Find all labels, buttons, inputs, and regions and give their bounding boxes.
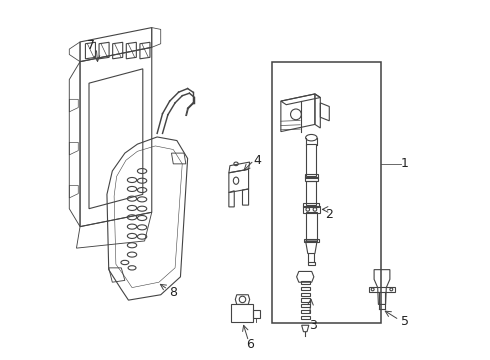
Bar [272, 62, 381, 323]
Bar [300, 298, 310, 302]
Text: 6: 6 [246, 338, 254, 351]
Bar [304, 239, 319, 242]
Bar [308, 262, 315, 265]
Bar [305, 174, 318, 178]
Bar [306, 144, 317, 176]
Bar [300, 310, 310, 313]
Text: 8: 8 [169, 287, 177, 300]
Bar [300, 293, 310, 296]
Bar [305, 177, 318, 181]
Bar [306, 181, 317, 205]
Bar [300, 304, 310, 307]
Text: 2: 2 [325, 208, 333, 221]
Text: 5: 5 [401, 315, 409, 328]
Text: 1: 1 [401, 157, 409, 170]
Bar [300, 316, 310, 319]
Bar [306, 212, 317, 241]
Bar [300, 281, 310, 284]
Bar [303, 206, 320, 213]
Text: 7: 7 [87, 39, 95, 52]
Bar [303, 203, 319, 207]
Bar [231, 305, 252, 321]
Text: 3: 3 [309, 319, 317, 332]
Text: 4: 4 [254, 154, 262, 167]
Bar [300, 287, 310, 290]
